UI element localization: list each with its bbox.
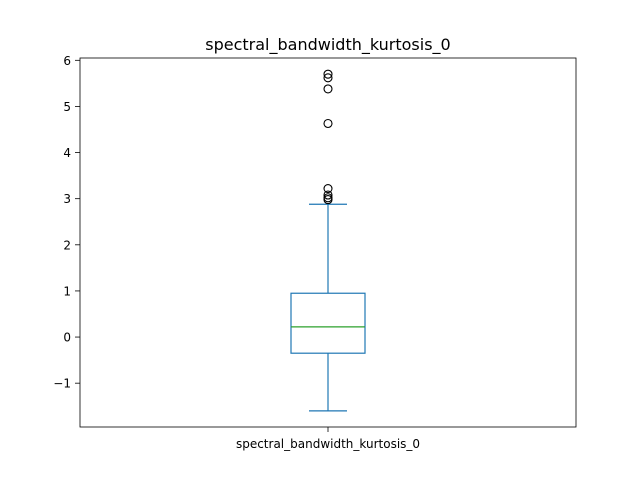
y-axis: −1 0 1 2 3 4 5 6 <box>53 54 80 391</box>
plot-area <box>290 69 366 412</box>
y-tick-label: 1 <box>63 284 71 298</box>
y-tick-label: 5 <box>63 100 71 114</box>
outlier-point <box>323 118 333 129</box>
outlier-point <box>323 190 333 200</box>
chart-title: spectral_bandwidth_kurtosis_0 <box>205 35 450 55</box>
outlier-point <box>323 73 333 83</box>
outlier-point <box>323 84 333 94</box>
y-tick-label: 3 <box>63 192 71 206</box>
outlier-point <box>323 195 333 205</box>
plot-frame <box>79 57 577 428</box>
y-tick-label: 6 <box>63 54 71 68</box>
x-tick-label: spectral_bandwidth_kurtosis_0 <box>236 437 420 451</box>
y-tick-label: 4 <box>63 146 71 160</box>
outlier-point <box>323 193 333 203</box>
y-tick-label: 2 <box>63 238 71 252</box>
outlier-point <box>323 69 333 79</box>
x-axis: spectral_bandwidth_kurtosis_0 <box>236 427 420 451</box>
iqr-box <box>290 292 366 354</box>
outlier-point <box>323 183 333 194</box>
y-tick-label: −1 <box>53 377 71 391</box>
y-tick-label: 0 <box>63 331 71 345</box>
